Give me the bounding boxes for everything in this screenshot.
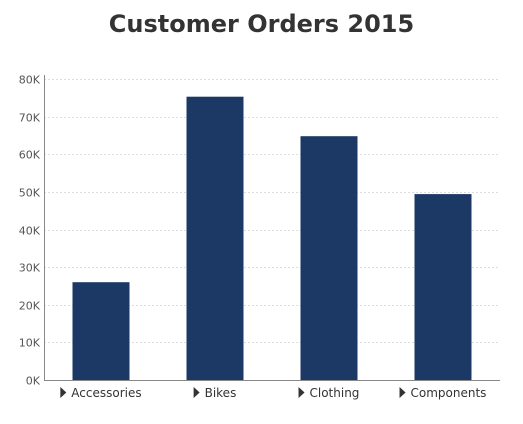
axes (44, 75, 500, 381)
category-label-text: Components (411, 386, 487, 400)
expand-triangle-icon[interactable] (193, 387, 200, 398)
y-tick-label: 80K (19, 74, 41, 87)
y-axis-tick-labels: 0K 10K 20K 30K 40K 50K 60K 70K 80K (19, 74, 41, 388)
bar-components[interactable] (414, 194, 472, 380)
category-label-components[interactable]: Components (399, 386, 487, 400)
expand-triangle-icon[interactable] (399, 387, 406, 398)
category-label-text: Bikes (205, 386, 237, 400)
bars (72, 96, 472, 380)
chart-title: Customer Orders 2015 (108, 10, 415, 38)
category-label-bikes[interactable]: Bikes (193, 386, 237, 400)
category-label-text: Clothing (310, 386, 360, 400)
category-label-clothing[interactable]: Clothing (298, 386, 360, 400)
y-tick-label: 60K (19, 149, 41, 162)
category-label-accessories[interactable]: Accessories (60, 386, 142, 400)
y-tick-label: 40K (19, 225, 41, 238)
y-tick-label: 70K (19, 112, 41, 125)
y-tick-label: 10K (19, 337, 41, 350)
bar-clothing[interactable] (300, 136, 358, 380)
y-tick-label: 20K (19, 300, 41, 313)
expand-triangle-icon[interactable] (298, 387, 305, 398)
bar-accessories[interactable] (72, 282, 130, 380)
y-tick-label: 0K (26, 375, 41, 388)
y-tick-label: 50K (19, 187, 41, 200)
expand-triangle-icon[interactable] (60, 387, 67, 398)
bar-bikes[interactable] (186, 96, 244, 380)
category-label-text: Accessories (71, 386, 141, 400)
x-axis-category-labels: Accessories Bikes Clothing Components (60, 386, 486, 400)
y-tick-label: 30K (19, 262, 41, 275)
